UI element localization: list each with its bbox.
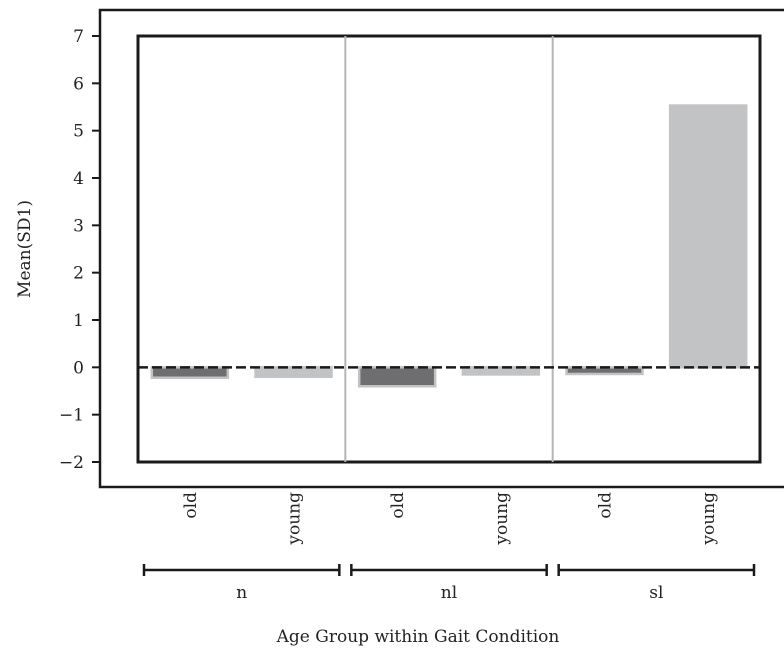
y-axis-ticks: −2 −1 0 1 2 3 4 5 6 7 [59,27,100,473]
y-tick-label: 5 [73,122,84,142]
y-tick-label: 4 [73,169,84,189]
bars [150,104,748,388]
y-tick-label: 0 [73,358,84,378]
y-tick-label: 1 [73,311,84,331]
group-separators [344,36,554,462]
plot-box [136,34,762,464]
bar-n-old [150,366,230,379]
category-label: old [181,492,201,519]
group-brackets: n nl sl [142,564,756,603]
group-label: sl [649,583,663,603]
bar-sl-young [668,104,748,369]
category-label: young [285,492,305,546]
bar-n-young [254,366,333,379]
axes-frame [98,8,784,489]
category-label: old [596,492,616,519]
y-axis-label: Mean(SD1) [15,200,35,298]
y-tick-label: −1 [59,406,84,426]
y-tick-label: −2 [59,453,84,473]
category-labels: old young old young old young [181,492,719,546]
bar-nl-young [461,366,541,376]
x-axis-label: Age Group within Gait Condition [276,627,560,647]
y-tick-label: 3 [73,216,84,236]
y-tick-label: 6 [73,74,84,94]
category-label: old [388,492,408,519]
y-tick-label: 7 [73,27,84,47]
bar-nl-old [357,366,437,388]
group-label: n [236,583,247,603]
group-label: nl [441,583,457,603]
category-label: young [699,492,719,546]
category-label: young [492,492,512,546]
y-tick-label: 2 [73,264,84,284]
